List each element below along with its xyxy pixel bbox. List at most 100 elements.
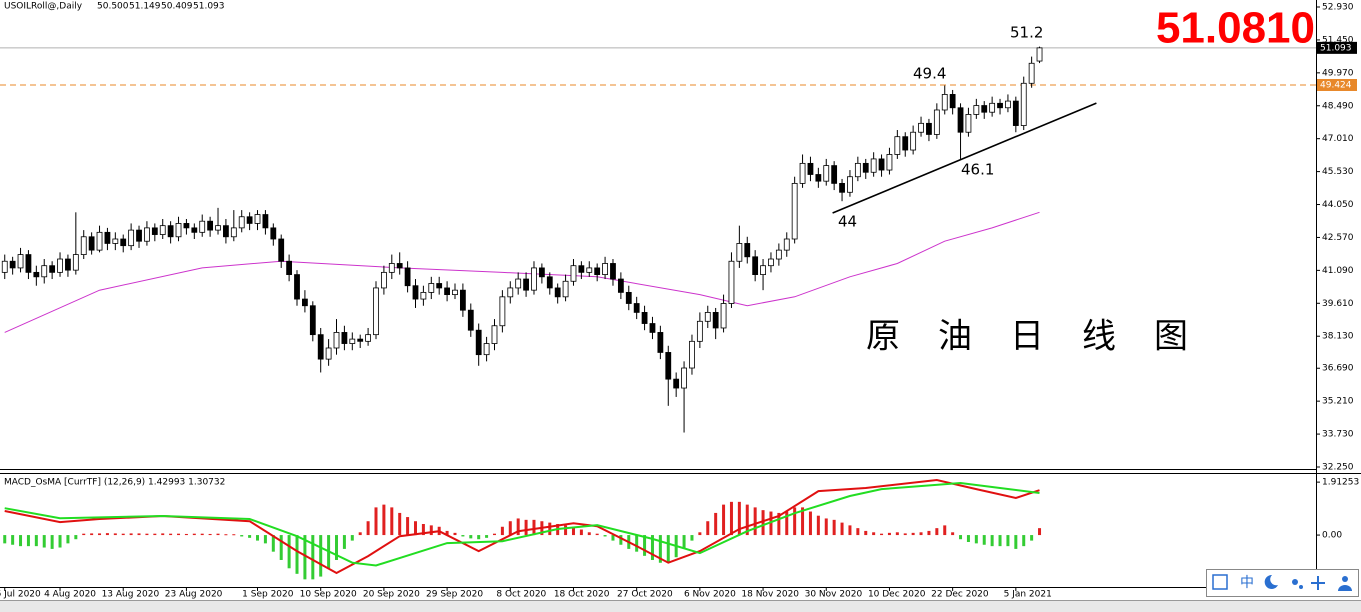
toolbar-icon[interactable]	[1311, 576, 1325, 590]
toolbar-icon[interactable]	[1264, 574, 1278, 589]
macd-line	[4, 481, 1040, 567]
candle-body	[515, 278, 522, 289]
histogram-bar	[216, 533, 220, 536]
candle-body	[862, 162, 869, 173]
histogram-bar	[390, 507, 394, 536]
histogram-bar	[492, 533, 496, 536]
candle-body	[704, 312, 711, 322]
candle-body	[894, 136, 901, 155]
histogram-bar	[74, 535, 78, 540]
histogram-bar	[982, 535, 986, 545]
candle-body	[491, 325, 498, 344]
candle-body	[357, 338, 364, 342]
histogram-bar	[208, 533, 212, 536]
toolbar: 中	[1206, 569, 1359, 597]
histogram-bar	[1014, 535, 1018, 549]
ohlc-value: 51.149	[129, 2, 161, 12]
histogram-bar	[966, 535, 970, 542]
histogram-bar	[698, 532, 702, 536]
histogram-bar	[145, 533, 149, 536]
histogram-bar	[129, 533, 133, 536]
histogram-bar	[240, 535, 244, 537]
candle-body	[444, 287, 450, 296]
histogram-bar	[682, 535, 686, 549]
histogram-bar	[903, 533, 907, 536]
candle-body	[633, 303, 640, 313]
toolbar-icon[interactable]	[1212, 574, 1228, 590]
candle-body	[807, 162, 814, 175]
candle-body	[428, 283, 435, 293]
candle-body	[823, 165, 830, 182]
x-tick-label: 22 Dec 2020	[931, 590, 989, 600]
candle-body	[768, 258, 774, 267]
candle-body	[25, 254, 32, 273]
candle-body	[388, 263, 395, 273]
y-tick-label: 39.610	[1322, 299, 1354, 309]
candle-body	[1028, 62, 1035, 84]
candle-body	[499, 296, 506, 327]
histogram-bar	[887, 532, 891, 536]
histogram-bar	[374, 507, 378, 536]
candle-body	[941, 94, 948, 111]
x-tick-label: 10 Dec 2020	[868, 590, 926, 600]
histogram-bar	[26, 535, 30, 547]
candle-body	[167, 225, 174, 238]
histogram-bar	[153, 533, 157, 536]
histogram-bar	[935, 528, 939, 536]
histogram-bar	[335, 535, 339, 560]
histogram-bar	[722, 504, 726, 536]
x-tick-label: 18 Nov 2020	[741, 590, 799, 600]
candle-body	[760, 265, 766, 275]
candle-body	[483, 343, 490, 356]
candle-body	[870, 158, 877, 173]
candle-body	[854, 162, 861, 178]
histogram-bar	[714, 512, 718, 536]
x-tick-label: 10 Sep 2020	[300, 590, 357, 600]
histogram-bar	[224, 534, 228, 536]
histogram-bar	[959, 535, 963, 540]
candle-body	[665, 352, 672, 380]
toolbar-lang[interactable]: 中	[1240, 575, 1254, 591]
histogram-bar	[611, 535, 615, 541]
candle-body	[910, 131, 917, 151]
histogram-bar	[82, 533, 86, 536]
candle-body	[49, 265, 56, 273]
histogram-bar	[856, 528, 860, 536]
x-tick-label: 13 Aug 2020	[102, 590, 160, 600]
histogram-bar	[90, 533, 94, 536]
candle-body	[396, 263, 403, 269]
candle-body	[712, 312, 719, 329]
tab-strip	[0, 600, 1361, 612]
histogram-bar	[461, 535, 465, 537]
histogram-bar	[761, 510, 765, 536]
annotation: 44	[838, 213, 857, 231]
histogram-bar	[737, 501, 741, 536]
candle-body	[744, 243, 751, 258]
y-tick-label: 51.450	[1322, 35, 1354, 45]
histogram-bar	[58, 535, 62, 548]
toolbar-icon[interactable]	[1299, 585, 1303, 589]
candle-body	[617, 278, 624, 293]
histogram-bar	[303, 535, 307, 580]
candle-body	[309, 305, 316, 336]
candle-body	[475, 329, 482, 356]
candle-body	[562, 280, 569, 298]
x-tick-label: 20 Sep 2020	[363, 590, 420, 600]
histogram-bar	[1030, 535, 1034, 541]
candle-body	[673, 378, 680, 389]
candle-body	[815, 174, 822, 182]
toolbar-icon[interactable]	[1342, 576, 1348, 582]
histogram-bar	[121, 533, 125, 536]
histogram-bar	[595, 533, 599, 536]
symbol-header: USOILRoll@,Daily	[4, 2, 83, 12]
toolbar-icon[interactable]	[1338, 585, 1352, 591]
toolbar-icon[interactable]	[1292, 579, 1298, 585]
candle-body	[625, 291, 632, 304]
candle-body	[586, 267, 593, 273]
candle-body	[965, 114, 972, 133]
candle-body	[341, 332, 348, 344]
candle-body	[207, 220, 214, 231]
price-tag-label: 51.093	[1320, 43, 1352, 53]
candle-body	[531, 267, 537, 291]
x-tick-label: 6 Nov 2020	[684, 590, 736, 600]
